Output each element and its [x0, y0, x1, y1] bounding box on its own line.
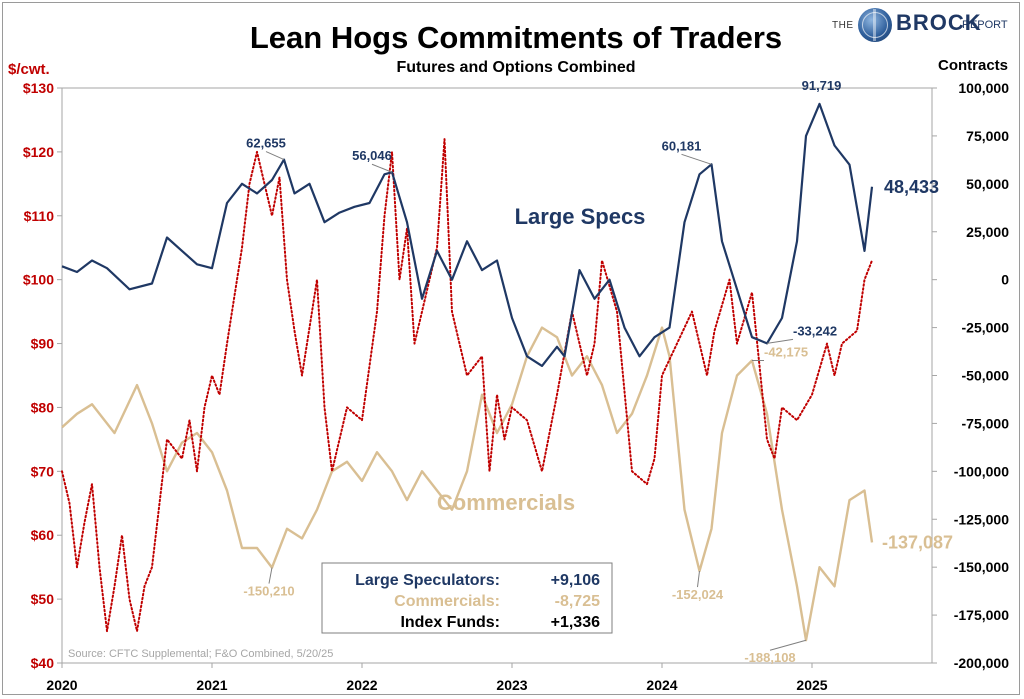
annotation-label: -33,242 — [793, 323, 837, 338]
series-layer — [61, 102, 874, 642]
x-tick-label: 2023 — [496, 677, 527, 693]
annotation-leader-line — [766, 338, 794, 344]
right-tick-label: -50,000 — [962, 368, 1010, 384]
x-axis-ticks: 2020 2021 2022 2023 2024 2025 — [46, 663, 828, 693]
annotation-label: -152,024 — [672, 587, 724, 602]
left-tick-label: $130 — [23, 80, 54, 96]
summary-specs-value: +9,106 — [551, 572, 600, 589]
right-tick-label: 25,000 — [966, 224, 1009, 240]
left-tick-label: $120 — [23, 144, 54, 160]
x-tick-label: 2025 — [796, 677, 827, 693]
x-tick-label: 2021 — [196, 677, 227, 693]
summary-box: Large Speculators: +9,106 Commercials: -… — [321, 562, 613, 634]
right-tick-label: 100,000 — [958, 80, 1009, 96]
annotation-leader-line — [371, 163, 393, 173]
annotation-leader-line — [681, 153, 712, 165]
annotation-label: -150,210 — [243, 584, 294, 599]
summary-index-value: +1,336 — [551, 614, 600, 631]
x-tick-label: 2020 — [46, 677, 77, 693]
annotation-leader-line — [769, 639, 807, 651]
x-tick-label: 2024 — [646, 677, 677, 693]
right-tick-label: -75,000 — [962, 415, 1010, 431]
left-axis-ticks: $40 $50 $60 $70 $80 $90 $100 $110 $120 $130 — [23, 80, 62, 671]
summary-commercials-value: -8,725 — [555, 593, 600, 610]
globe-icon — [858, 8, 892, 42]
left-tick-label: $80 — [31, 399, 55, 415]
right-tick-label: -25,000 — [962, 320, 1010, 336]
logo-the-text: THE — [832, 20, 854, 31]
annotation-label: 62,655 — [246, 136, 286, 151]
series-line-large-specs — [61, 102, 874, 367]
right-tick-label: 75,000 — [966, 128, 1009, 144]
annotation-label: 60,181 — [662, 138, 702, 153]
annotation-leader-line — [268, 567, 273, 584]
annotation-label: 56,046 — [352, 148, 392, 163]
left-tick-label: $110 — [24, 208, 55, 224]
series-line-price — [61, 138, 873, 633]
annotation-layer: 62,655 56,046 60,181 91,719 -33,242 48,433 -15… — [243, 78, 953, 665]
annotation-label: 91,719 — [802, 78, 842, 93]
annotation-leader-line — [265, 151, 285, 161]
annotation-label: 48,433 — [884, 177, 939, 197]
right-tick-label: -125,000 — [954, 511, 1009, 527]
right-tick-label: -150,000 — [954, 559, 1009, 575]
right-tick-label: 0 — [1001, 272, 1009, 288]
summary-box-border — [321, 562, 613, 634]
left-tick-label: $40 — [31, 655, 55, 671]
brock-report-logo: THE BROCK REPORT — [832, 6, 1018, 46]
left-tick-label: $60 — [31, 527, 55, 543]
right-axis-label: Contracts — [938, 57, 1008, 74]
left-tick-label: $70 — [31, 463, 55, 479]
right-axis-ticks: -200,000 -175,000 -150,000 -125,000 -100,000… — [932, 80, 1009, 671]
x-tick-label: 2022 — [346, 677, 377, 693]
right-tick-label: 50,000 — [966, 176, 1009, 192]
logo-report-text: REPORT — [962, 19, 1008, 31]
series-line-commercials — [61, 326, 874, 642]
right-tick-label: -100,000 — [954, 463, 1009, 479]
series-label-specs: Large Specs — [515, 204, 646, 229]
summary-index-label: Index Funds: — [400, 614, 500, 631]
annotation-label: -42,175 — [764, 345, 808, 360]
left-tick-label: $100 — [23, 272, 54, 288]
left-tick-label: $50 — [31, 591, 55, 607]
annotation-leader-line — [697, 570, 700, 588]
right-tick-label: -175,000 — [954, 607, 1009, 623]
left-axis-label: $/cwt. — [8, 61, 50, 78]
series-label-commercials: Commercials — [437, 490, 575, 515]
annotation-label: -188,108 — [744, 650, 795, 665]
chart-title: Lean Hogs Commitments of Traders — [250, 20, 782, 55]
annotation-label: -137,087 — [882, 532, 953, 552]
source-note: Source: CFTC Supplemental; F&O Combined,… — [68, 648, 333, 660]
logo-brock-text: BROCK — [896, 10, 982, 35]
right-tick-label: -200,000 — [954, 655, 1009, 671]
summary-commercials-label: Commercials: — [394, 593, 500, 610]
chart-subtitle: Futures and Options Combined — [396, 59, 635, 76]
summary-specs-label: Large Speculators: — [355, 572, 500, 589]
left-tick-label: $90 — [31, 336, 55, 352]
